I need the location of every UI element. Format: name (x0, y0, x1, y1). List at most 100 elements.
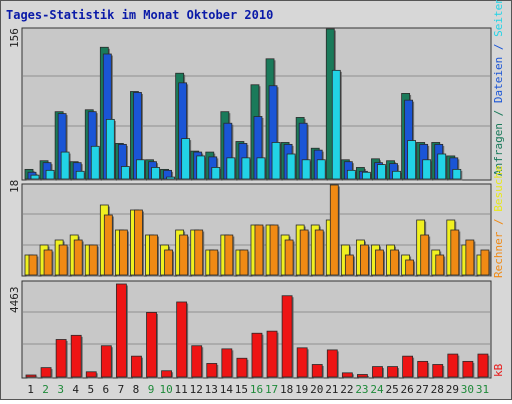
x-tick-label-day-1: 1 (27, 383, 34, 396)
x-tick-label-day-16: 16 (250, 383, 263, 396)
x-tick-label-day-30: 30 (461, 383, 474, 396)
x-tick-label-day-9: 9 (148, 383, 155, 396)
bar-kb-day-1-shadow (27, 376, 38, 379)
x-tick-label-day-12: 12 (190, 383, 203, 396)
legend-part: Anfragen (492, 123, 505, 176)
bar-seiten-day-23 (362, 171, 371, 180)
bar-seiten-day-17 (271, 142, 281, 180)
legend-part: / (492, 103, 505, 123)
bar-rechner-day-27 (420, 234, 430, 276)
bar-seiten-day-1 (30, 174, 40, 180)
bar-kb-day-4 (70, 334, 82, 378)
x-tick-label-day-5: 5 (87, 383, 94, 396)
bottom-panel-ymax-label: 4463 (8, 287, 21, 314)
bar-seiten-day-8 (136, 159, 145, 180)
bar-kb-day-10 (161, 370, 172, 378)
bar-kb-day-16 (251, 332, 263, 378)
top-panel-bars (24, 28, 463, 181)
bar-seiten-day-20 (316, 159, 326, 180)
x-tick-label-day-24: 24 (370, 383, 384, 396)
x-tick-label-day-13: 13 (205, 383, 218, 396)
top-panel-ymax-label: 156 (8, 28, 21, 48)
bar-kb-day-25 (387, 366, 398, 378)
legend-part: Seiten (492, 0, 505, 37)
bar-rechner-day-11 (179, 234, 189, 276)
bar-kb-day-21 (326, 349, 338, 378)
bottom-panel-bars (25, 283, 490, 379)
x-tick-label-day-11: 11 (175, 383, 188, 396)
bar-seiten-day-10 (166, 176, 175, 180)
x-tick-label-day-6: 6 (103, 383, 110, 396)
bar-kb-day-30 (462, 360, 474, 378)
bar-kb-day-12 (191, 345, 203, 378)
bar-seiten-day-14 (226, 157, 236, 180)
bar-kb-day-23 (357, 374, 368, 378)
bar-kb-day-11 (176, 301, 188, 378)
bar-seiten-day-24 (377, 164, 386, 180)
bar-seiten-day-13 (211, 167, 221, 180)
bar-rechner-day-7 (118, 229, 128, 276)
bar-rechner-day-24 (375, 249, 384, 276)
bar-seiten-day-3 (60, 151, 70, 180)
bar-rechner-day-28 (435, 254, 445, 276)
x-tick-label-day-20: 20 (310, 383, 323, 396)
bar-kb-day-14 (221, 348, 233, 378)
bar-kb-day-29 (447, 353, 459, 378)
x-tick-label-day-2: 2 (42, 383, 49, 396)
x-tick-label-day-19: 19 (295, 383, 308, 396)
bar-rechner-day-12 (194, 229, 204, 276)
bar-rechner-day-17 (269, 224, 279, 276)
bar-kb-day-22 (341, 372, 353, 378)
chart-bars (24, 28, 491, 379)
bar-kb-day-9 (146, 312, 157, 378)
x-tick-label-day-21: 21 (325, 383, 338, 396)
bar-kb-day-27 (417, 360, 429, 378)
x-tick-label-day-28: 28 (431, 383, 444, 396)
legend-part: Dateien (492, 57, 505, 103)
x-tick-label-day-3: 3 (57, 383, 64, 396)
bar-rechner-day-15 (239, 249, 249, 276)
x-tick-label-day-10: 10 (159, 383, 172, 396)
bar-kb-day-19 (296, 347, 308, 378)
x-axis-day-labels: 1 2 3 4 5 6 7 8 9 10 11 12 13 14 15 16 17 18 19 20 21 22 23 24 2… (27, 383, 489, 396)
x-tick-label-day-17: 17 (265, 383, 278, 396)
bar-seiten-day-5 (90, 145, 100, 180)
middle-panel-bars (24, 184, 491, 277)
bar-rechner-day-9 (149, 234, 158, 276)
legend-part: / (492, 212, 505, 232)
x-tick-label-day-26: 26 (401, 383, 414, 396)
bar-rechner-day-8 (134, 209, 143, 276)
bar-seiten-day-16 (256, 157, 266, 180)
bar-kb-day-1 (25, 374, 37, 378)
bar-rechner-day-21 (329, 184, 339, 276)
bar-kb-day-24 (372, 366, 383, 378)
legend-part: / (492, 37, 505, 57)
x-tick-label-day-14: 14 (220, 383, 234, 396)
bar-rechner-day-20 (314, 229, 324, 276)
bar-seiten-day-4 (75, 170, 85, 180)
bar-rechner-day-1 (28, 254, 38, 276)
middle-panel-ymax-label: 18 (8, 180, 21, 193)
bar-rechner-day-6 (103, 214, 113, 276)
bar-rechner-day-22 (344, 254, 354, 276)
bar-seiten-day-29 (452, 168, 462, 180)
bar-seiten-day-9 (151, 167, 160, 180)
bar-kb-day-26 (402, 355, 414, 378)
x-tick-label-day-7: 7 (118, 383, 125, 396)
bar-seiten-day-21 (331, 69, 341, 180)
bar-seiten-day-25 (392, 170, 401, 180)
bar-kb-day-28 (432, 364, 444, 378)
bar-seiten-day-2 (45, 169, 55, 180)
bar-seiten-day-12 (196, 155, 206, 180)
bar-kb-day-20 (311, 364, 323, 378)
bar-kb-day-15 (236, 357, 248, 378)
legend-part: Besuche (492, 165, 505, 211)
middle-panel-legend: Rechner / Besuche (492, 165, 505, 278)
bar-kb-day-6 (100, 345, 112, 378)
bar-rechner-day-18 (284, 239, 294, 276)
bar-kb-day-13 (206, 363, 218, 378)
bar-seiten-day-27 (422, 159, 432, 180)
bar-rechner-day-5 (88, 244, 98, 276)
